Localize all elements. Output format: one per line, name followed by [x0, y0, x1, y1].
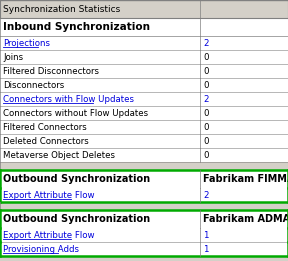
Bar [0, 202, 288, 210]
Bar [200, 242, 288, 256]
Bar [0, 106, 200, 120]
Bar [200, 106, 288, 120]
Text: Inbound Synchronization: Inbound Synchronization [3, 22, 150, 32]
Bar [200, 188, 288, 202]
Text: Export Attribute Flow: Export Attribute Flow [3, 191, 94, 199]
Bar [200, 228, 288, 242]
Text: Joins: Joins [3, 52, 23, 62]
Text: 2: 2 [203, 191, 209, 199]
Text: 0: 0 [203, 137, 209, 145]
Text: 1: 1 [203, 245, 209, 253]
Text: Filtered Connectors: Filtered Connectors [3, 122, 87, 132]
Text: Connectors without Flow Updates: Connectors without Flow Updates [3, 109, 148, 117]
Bar [200, 134, 288, 148]
Text: Disconnectors: Disconnectors [3, 80, 64, 90]
Bar [0, 18, 200, 36]
Bar [200, 120, 288, 134]
Text: Connectors with Flow Updates: Connectors with Flow Updates [3, 94, 134, 104]
Text: Fabrikam FIMMA: Fabrikam FIMMA [203, 174, 288, 184]
Bar [0, 92, 200, 106]
Text: Outbound Synchronization: Outbound Synchronization [3, 214, 150, 224]
Text: Filtered Disconnectors: Filtered Disconnectors [3, 67, 99, 75]
Text: 0: 0 [203, 109, 209, 117]
Bar [200, 78, 288, 92]
Text: Synchronization Statistics: Synchronization Statistics [3, 4, 120, 14]
Text: 0: 0 [203, 67, 209, 75]
Text: 2: 2 [203, 39, 209, 48]
Bar [0, 64, 200, 78]
Text: Provisioning Adds: Provisioning Adds [3, 245, 79, 253]
Bar [200, 64, 288, 78]
Bar [0, 78, 200, 92]
Text: Deleted Connectors: Deleted Connectors [3, 137, 89, 145]
Bar [0, 210, 200, 228]
Bar [200, 92, 288, 106]
Bar [0, 134, 200, 148]
Bar [200, 148, 288, 162]
Text: 0: 0 [203, 151, 209, 159]
Bar [0, 120, 200, 134]
Text: Outbound Synchronization: Outbound Synchronization [3, 174, 150, 184]
Text: 0: 0 [203, 122, 209, 132]
Bar [200, 170, 288, 188]
Bar [0, 0, 200, 18]
Text: 2: 2 [203, 94, 209, 104]
Text: 0: 0 [203, 52, 209, 62]
Text: 1: 1 [203, 230, 209, 240]
Text: Export Attribute Flow: Export Attribute Flow [3, 230, 94, 240]
Bar [0, 188, 200, 202]
Bar [200, 36, 288, 50]
Bar [200, 0, 288, 18]
Bar [0, 242, 200, 256]
Text: Metaverse Object Deletes: Metaverse Object Deletes [3, 151, 115, 159]
Bar [200, 50, 288, 64]
Bar [0, 228, 200, 242]
Text: 0: 0 [203, 80, 209, 90]
Bar [0, 162, 288, 170]
Bar [200, 18, 288, 36]
Bar [0, 50, 200, 64]
Text: Projections: Projections [3, 39, 50, 48]
Text: Fabrikam ADMA: Fabrikam ADMA [203, 214, 288, 224]
Bar [0, 170, 200, 188]
Bar [200, 210, 288, 228]
Bar [0, 36, 200, 50]
Bar [0, 148, 200, 162]
